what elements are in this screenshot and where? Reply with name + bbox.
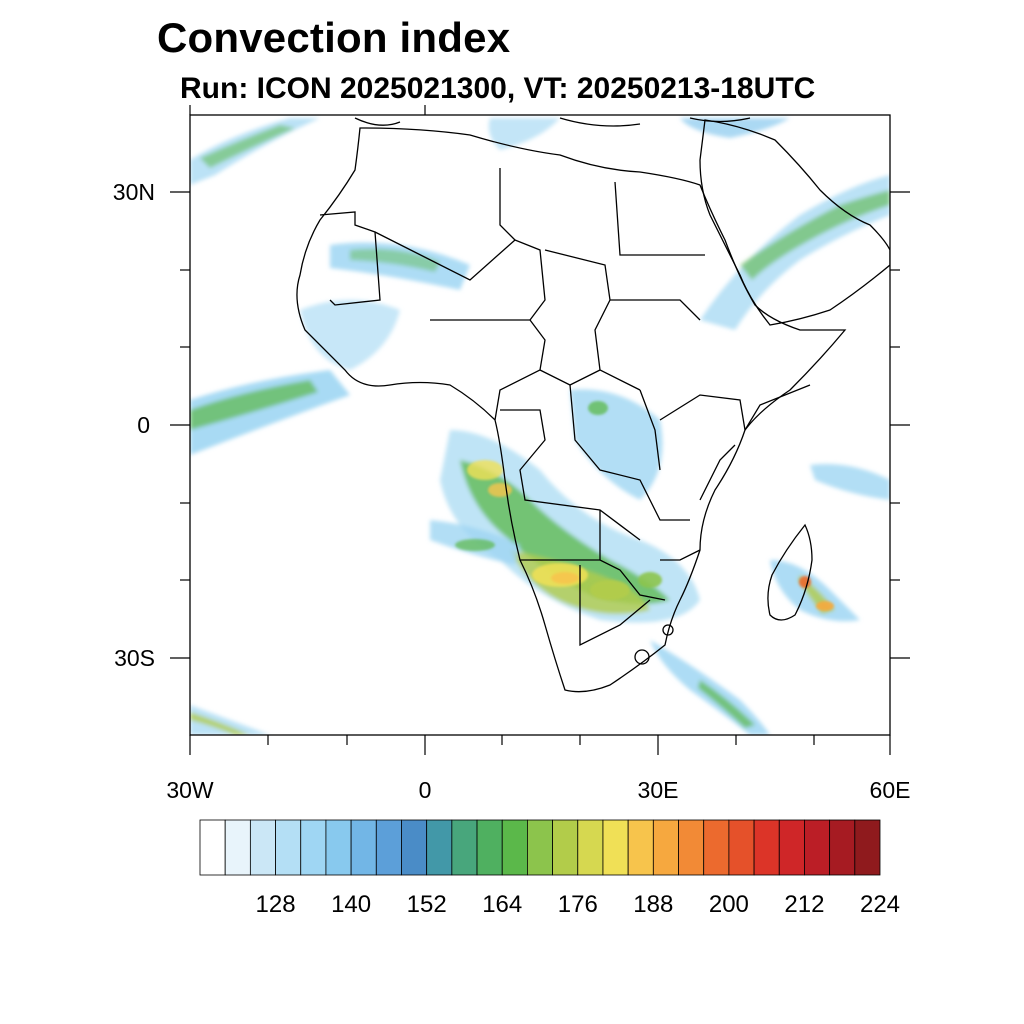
colorbar-swatch [804,819,831,876]
y-tick-label-30s: 30S [114,645,155,671]
colorbar-swatch [249,819,276,876]
colorbar-tick-label: 188 [633,891,673,918]
map-subtitle: Run: ICON 2025021300, VT: 20250213-18UTC [180,72,816,105]
colorbar-swatch [426,819,453,876]
colorbar-swatch [728,819,755,876]
colorbar-swatch [300,819,327,876]
colorbar-swatch [602,819,629,876]
axis-ticks [170,105,910,755]
x-tick-label-0: 0 [419,777,432,803]
colorbar-tick-label: 212 [784,891,824,918]
colorbar-swatch [375,819,402,876]
x-tick-label-60e: 60E [870,777,911,803]
colorbar-swatch [401,819,428,876]
colorbar-tick-label: 128 [256,891,296,918]
colorbar-swatch [451,819,478,876]
colorbar-swatch [325,819,352,876]
colorbar-swatch [552,819,579,876]
colorbar [199,819,881,876]
y-tick-label-30n: 30N [113,179,155,205]
x-tick-label-30w: 30W [166,777,214,803]
map-title: Convection index [157,14,511,61]
colorbar-swatch [527,819,553,876]
colorbar-swatch [753,819,780,876]
colorbar-swatch [476,819,503,876]
colorbar-swatch [678,819,705,876]
colorbar-tick-label: 164 [482,891,522,918]
colorbar-swatch [224,819,251,876]
colorbar-labels: 128 140 152 164 176 188 200 212 224 [256,891,900,918]
colorbar-swatch [275,819,302,876]
colorbar-tick-label: 140 [331,891,371,918]
colorbar-tick-label: 200 [709,891,749,918]
colorbar-swatch [652,819,679,876]
colorbar-swatch [778,819,805,876]
coastlines-and-borders [296,117,890,693]
colorbar-swatch [501,819,528,876]
colorbar-swatch [829,819,856,876]
colorbar-tick-label: 176 [558,891,598,918]
colorbar-tick-label: 152 [407,891,447,918]
colorbar-swatch [627,819,654,876]
map-frame [189,114,891,736]
colorbar-tick-label: 224 [860,891,900,918]
colorbar-swatch [350,819,377,876]
y-tick-label-0: 0 [137,412,150,438]
x-tick-label-30e: 30E [638,777,679,803]
colorbar-swatch [703,819,730,876]
colorbar-swatch [199,819,226,876]
convection-field [190,118,890,735]
colorbar-swatch [577,819,604,876]
colorbar-swatch [854,819,881,876]
